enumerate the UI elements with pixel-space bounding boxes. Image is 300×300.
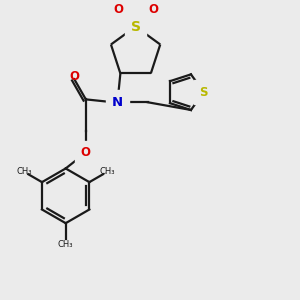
- Text: S: S: [130, 20, 141, 34]
- Text: O: O: [81, 146, 91, 159]
- Text: O: O: [69, 70, 79, 83]
- Text: O: O: [113, 3, 123, 16]
- Text: N: N: [112, 96, 123, 109]
- Text: CH₃: CH₃: [16, 167, 32, 176]
- Text: S: S: [200, 86, 208, 99]
- Text: CH₃: CH₃: [58, 240, 74, 249]
- Text: O: O: [148, 3, 158, 16]
- Text: CH₃: CH₃: [100, 167, 115, 176]
